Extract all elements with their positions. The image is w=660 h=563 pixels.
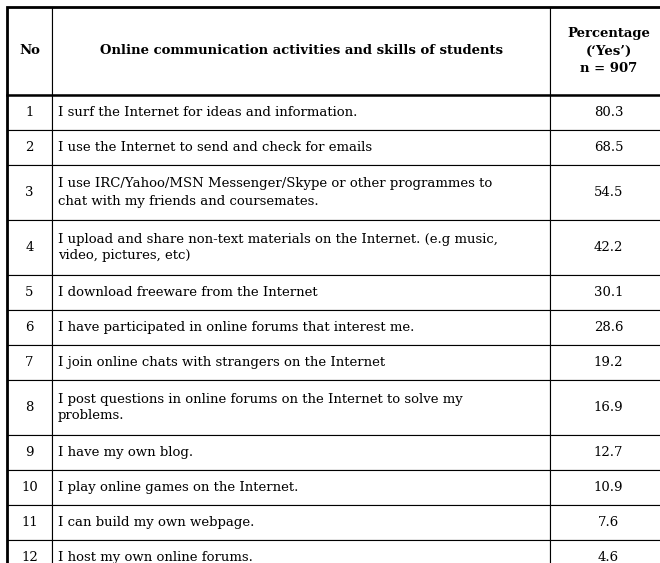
Text: I post questions in online forums on the Internet to solve my
problems.: I post questions in online forums on the… (58, 392, 463, 422)
Text: I join online chats with strangers on the Internet: I join online chats with strangers on th… (58, 356, 385, 369)
Text: 1: 1 (25, 106, 34, 119)
Text: 4.6: 4.6 (598, 551, 619, 563)
Bar (550, 540, 660, 563)
Bar (52, 275, 550, 310)
Text: 12.7: 12.7 (594, 446, 623, 459)
Text: 9: 9 (25, 446, 34, 459)
Text: 4: 4 (25, 241, 34, 254)
Bar (52, 470, 550, 505)
Bar (550, 380, 660, 435)
Bar (550, 505, 660, 540)
Bar (550, 345, 660, 380)
Text: 7.6: 7.6 (598, 516, 619, 529)
Bar (52, 165, 550, 220)
Text: I upload and share non-text materials on the Internet. (e.g music,
video, pictur: I upload and share non-text materials on… (58, 233, 498, 262)
Bar (52, 95, 550, 130)
Text: I can build my own webpage.: I can build my own webpage. (58, 516, 254, 529)
Text: 6: 6 (25, 321, 34, 334)
Text: 3: 3 (25, 186, 34, 199)
Bar (7, 275, 52, 310)
Bar (7, 130, 52, 165)
Bar (7, 380, 52, 435)
Text: I use IRC/Yahoo/MSN Messenger/Skype or other programmes to
chat with my friends : I use IRC/Yahoo/MSN Messenger/Skype or o… (58, 177, 492, 208)
Text: I have my own blog.: I have my own blog. (58, 446, 193, 459)
Bar (550, 130, 660, 165)
Text: 68.5: 68.5 (594, 141, 623, 154)
Text: 10.9: 10.9 (594, 481, 623, 494)
Text: I have participated in online forums that interest me.: I have participated in online forums tha… (58, 321, 414, 334)
Text: I use the Internet to send and check for emails: I use the Internet to send and check for… (58, 141, 372, 154)
Text: Percentage
(‘Yes’)
n = 907: Percentage (‘Yes’) n = 907 (567, 28, 650, 74)
Text: I download freeware from the Internet: I download freeware from the Internet (58, 286, 317, 299)
Text: 8: 8 (25, 401, 34, 414)
Text: 16.9: 16.9 (594, 401, 623, 414)
Bar (7, 505, 52, 540)
Bar (550, 7, 660, 95)
Bar (550, 470, 660, 505)
Bar (52, 7, 550, 95)
Bar (550, 275, 660, 310)
Bar (52, 380, 550, 435)
Bar (52, 345, 550, 380)
Text: 54.5: 54.5 (594, 186, 623, 199)
Text: 19.2: 19.2 (594, 356, 623, 369)
Text: 5: 5 (25, 286, 34, 299)
Bar (550, 435, 660, 470)
Text: 7: 7 (25, 356, 34, 369)
Bar (550, 220, 660, 275)
Text: I host my own online forums.: I host my own online forums. (58, 551, 253, 563)
Bar (52, 220, 550, 275)
Bar (52, 505, 550, 540)
Text: I surf the Internet for ideas and information.: I surf the Internet for ideas and inform… (58, 106, 357, 119)
Bar (7, 540, 52, 563)
Text: 42.2: 42.2 (594, 241, 623, 254)
Text: 80.3: 80.3 (594, 106, 623, 119)
Text: 30.1: 30.1 (594, 286, 623, 299)
Bar (7, 310, 52, 345)
Bar (7, 7, 52, 95)
Bar (7, 165, 52, 220)
Bar (550, 310, 660, 345)
Bar (7, 470, 52, 505)
Text: 12: 12 (21, 551, 38, 563)
Bar (52, 310, 550, 345)
Bar (52, 130, 550, 165)
Text: No: No (19, 44, 40, 57)
Bar (52, 540, 550, 563)
Text: I play online games on the Internet.: I play online games on the Internet. (58, 481, 298, 494)
Text: Online communication activities and skills of students: Online communication activities and skil… (100, 44, 502, 57)
Bar (550, 95, 660, 130)
Text: 10: 10 (21, 481, 38, 494)
Bar (7, 345, 52, 380)
Text: 2: 2 (25, 141, 34, 154)
Bar (550, 165, 660, 220)
Text: 28.6: 28.6 (594, 321, 623, 334)
Bar (7, 435, 52, 470)
Bar (7, 95, 52, 130)
Bar (7, 220, 52, 275)
Bar (52, 435, 550, 470)
Text: 11: 11 (21, 516, 38, 529)
